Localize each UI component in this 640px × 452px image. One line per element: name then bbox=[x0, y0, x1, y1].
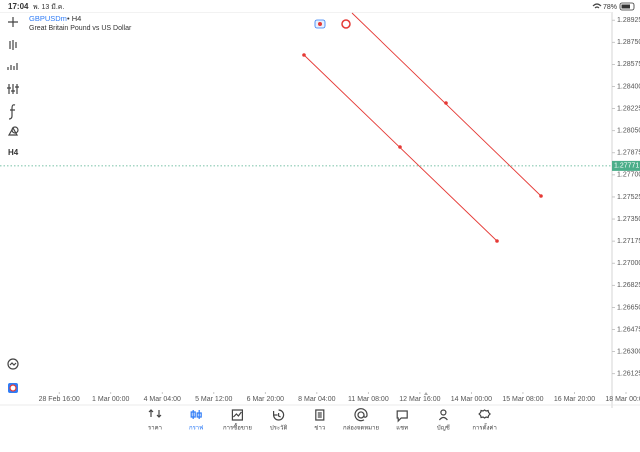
battery-text: 78% bbox=[603, 4, 617, 11]
y-tick-label: 1.26475 bbox=[617, 326, 640, 333]
x-tick-label: 4 Mar 04:00 bbox=[144, 396, 181, 403]
x-tick-label: 1 Mar 00:00 bbox=[92, 396, 129, 403]
nav-icon[interactable] bbox=[478, 409, 491, 419]
nav-icon[interactable] bbox=[148, 409, 162, 418]
battery-icon bbox=[619, 2, 635, 11]
x-tick-label: 15 Mar 08:00 bbox=[502, 396, 543, 403]
y-tick-label: 1.28925 bbox=[617, 17, 640, 24]
function-icon[interactable] bbox=[8, 104, 16, 120]
y-tick-label: 1.26650 bbox=[617, 304, 640, 311]
trade-button-dot bbox=[318, 22, 322, 26]
nav-label[interactable]: การซื้อขาย bbox=[223, 422, 252, 432]
nav-icon[interactable] bbox=[396, 410, 408, 423]
nav-icon[interactable] bbox=[231, 409, 243, 421]
y-tick-label: 1.27525 bbox=[617, 194, 640, 201]
current-price-label: 1.27771 bbox=[614, 163, 639, 170]
trend-line-handle[interactable] bbox=[539, 194, 543, 198]
nav-label[interactable]: บัญชี bbox=[437, 424, 450, 432]
x-tick-label: 16 Mar 20:00 bbox=[554, 396, 595, 403]
y-tick-label: 1.27350 bbox=[617, 216, 640, 223]
symbol-name[interactable]: GBPUSDm bbox=[29, 14, 67, 23]
trend-line-handle[interactable] bbox=[444, 101, 448, 105]
x-tick-label: 11 Mar 08:00 bbox=[348, 396, 389, 403]
status-date: พ. 13 มี.ค. bbox=[33, 3, 64, 11]
symbol-description: Great Britain Pound vs US Dollar bbox=[29, 25, 132, 32]
x-tick-label: 6 Mar 20:00 bbox=[247, 396, 284, 403]
depth-icon[interactable] bbox=[7, 358, 19, 370]
scroll-marker bbox=[424, 392, 428, 395]
y-tick-label: 1.27175 bbox=[617, 238, 640, 245]
y-tick-label: 1.26300 bbox=[617, 348, 640, 355]
y-tick-label: 1.27875 bbox=[617, 150, 640, 157]
nav-icon[interactable] bbox=[273, 409, 285, 421]
nav-icons bbox=[148, 408, 491, 423]
nav-label[interactable]: ประวัติ bbox=[270, 425, 288, 432]
y-tick-label: 1.27700 bbox=[617, 172, 640, 179]
x-tick-label: 8 Mar 04:00 bbox=[298, 396, 335, 403]
one-click-button[interactable] bbox=[341, 19, 351, 29]
y-tick-label: 1.28750 bbox=[617, 39, 640, 46]
trend-line-handle[interactable] bbox=[302, 53, 306, 57]
indicators-icon[interactable] bbox=[7, 63, 18, 70]
one-click-icon-dot bbox=[9, 384, 17, 392]
nav-label[interactable]: ข่าว bbox=[314, 425, 325, 432]
nav-icon[interactable] bbox=[438, 409, 448, 421]
nav-label[interactable]: การตั้งค่า bbox=[472, 422, 496, 432]
symbol-timeframe: • H4 bbox=[67, 14, 81, 23]
status-time: 17:04 bbox=[8, 2, 29, 11]
trend-line-handle[interactable] bbox=[495, 239, 499, 243]
y-tick-label: 1.27000 bbox=[617, 260, 640, 267]
crosshair-icon[interactable] bbox=[8, 17, 18, 27]
timeframe-button[interactable]: H4 bbox=[8, 148, 19, 157]
objects-icon[interactable] bbox=[7, 126, 19, 136]
left-toolbar bbox=[7, 17, 19, 370]
chart-type-icon[interactable] bbox=[9, 40, 17, 50]
battery-level bbox=[621, 4, 630, 9]
y-tick-label: 1.26825 bbox=[617, 282, 640, 289]
x-tick-label: 12 Mar 16:00 bbox=[399, 396, 440, 403]
y-tick-label: 1.28050 bbox=[617, 128, 640, 135]
nav-label[interactable]: ราคา bbox=[148, 425, 162, 432]
y-tick-label: 1.28575 bbox=[617, 61, 640, 68]
settings-icon[interactable] bbox=[7, 84, 19, 94]
x-tick-label: 18 Mar 00:00 bbox=[605, 396, 640, 403]
x-tick-label: 14 Mar 00:00 bbox=[451, 396, 492, 403]
y-tick-label: 1.26125 bbox=[617, 371, 640, 378]
y-tick-label: 1.28400 bbox=[617, 83, 640, 90]
current-price-box bbox=[612, 160, 640, 171]
nav-icon[interactable] bbox=[190, 410, 202, 419]
objects-icon-circle bbox=[11, 126, 19, 134]
trend-line-handle[interactable] bbox=[398, 145, 402, 149]
depth-icon-line bbox=[9, 362, 17, 366]
x-tick-label: 28 Feb 16:00 bbox=[39, 396, 80, 403]
x-tick-label: 5 Mar 12:00 bbox=[195, 396, 232, 403]
nav-icon[interactable] bbox=[315, 409, 325, 421]
wifi-icon bbox=[592, 3, 602, 9]
y-tick-label: 1.28225 bbox=[617, 105, 640, 112]
nav-label[interactable]: กราฟ bbox=[189, 425, 203, 432]
nav-icon[interactable] bbox=[354, 408, 368, 422]
nav-label[interactable]: แชท bbox=[396, 425, 408, 432]
nav-label[interactable]: กล่องจดหมาย bbox=[343, 425, 379, 432]
